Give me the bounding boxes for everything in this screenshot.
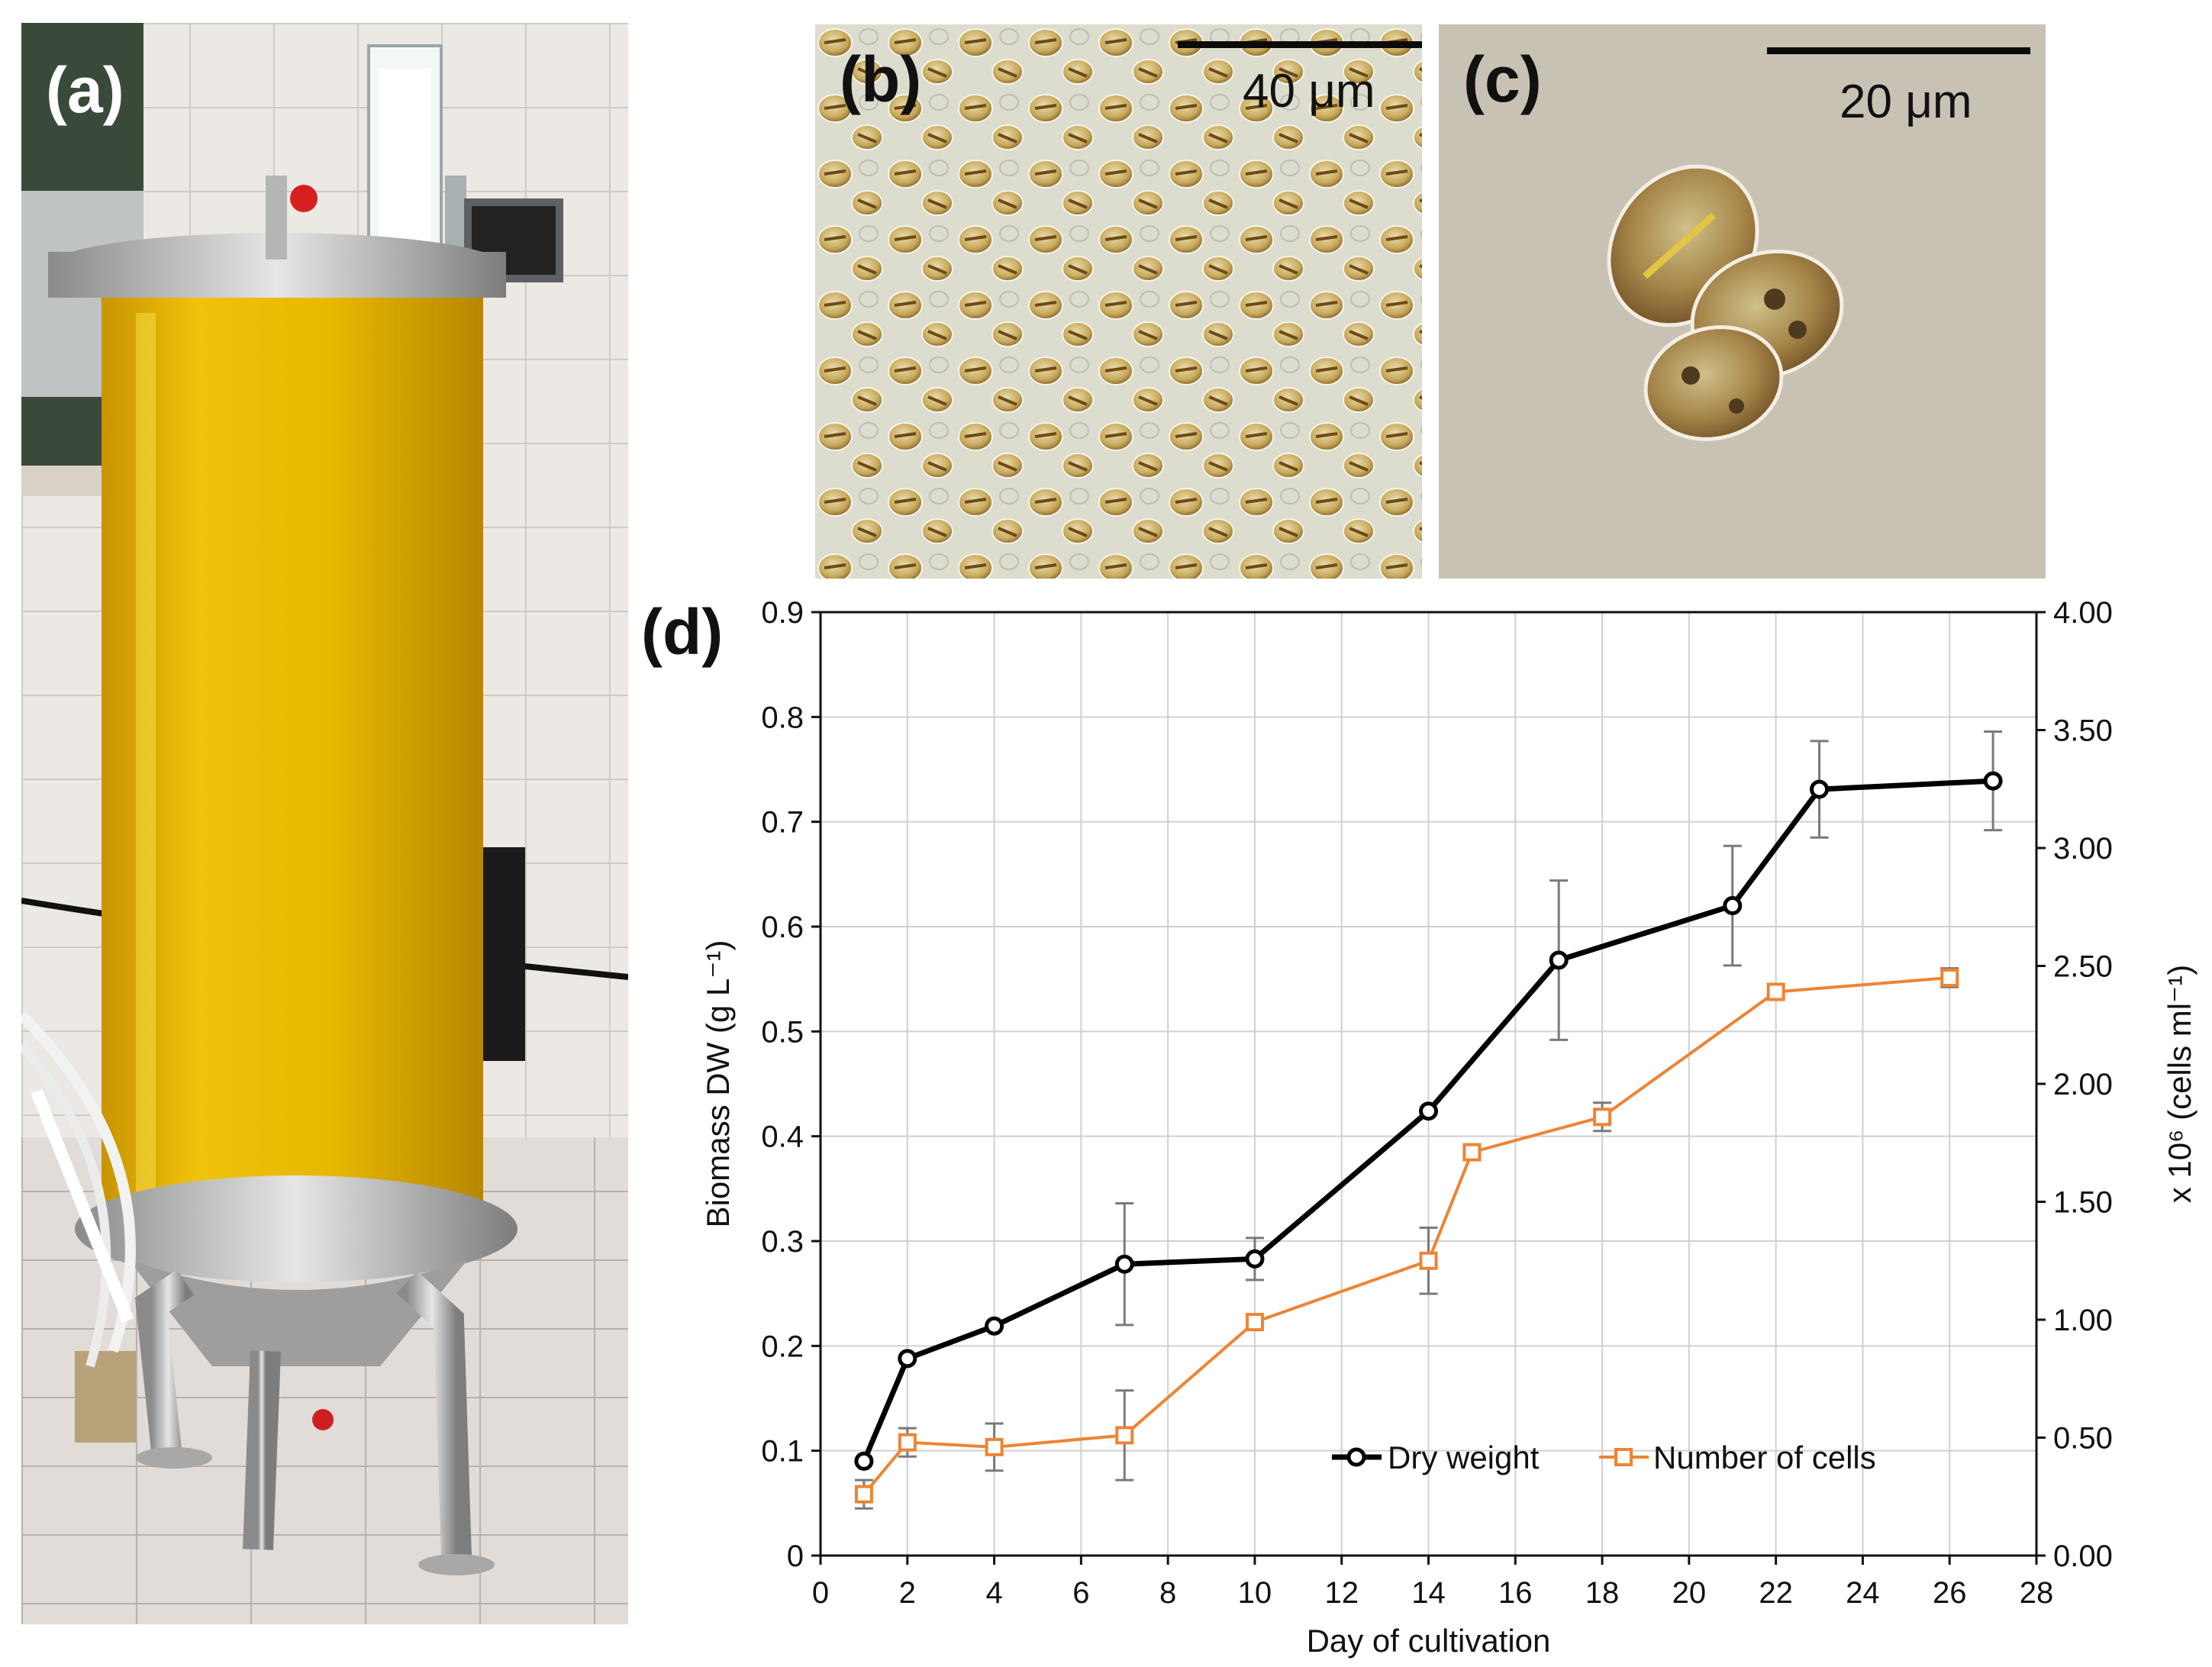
data-point (1114, 1254, 1134, 1274)
scale-bar-c (1767, 47, 2030, 54)
y-tick-label: 0.2 (761, 1330, 804, 1363)
legend-label-dry-weight: Dry weight (1388, 1440, 1540, 1475)
x-tick-label: 4 (985, 1576, 1002, 1610)
data-point (898, 1433, 917, 1452)
data-point (898, 1349, 917, 1369)
scale-label-c: 20 μm (1840, 76, 1972, 128)
legend-marker-dry-weight (1346, 1447, 1366, 1467)
y-right-tick-label: 3.00 (2053, 832, 2113, 866)
x-tick-label: 18 (1585, 1576, 1620, 1610)
micrograph-b-illustration (815, 24, 1422, 579)
panel-label-a: (a) (46, 54, 124, 126)
data-point (1115, 1426, 1134, 1445)
y-tick-label: 0.3 (761, 1225, 804, 1259)
scale-label-b: 40 μm (1243, 65, 1375, 118)
x-tick-label: 14 (1411, 1576, 1446, 1610)
y-right-tick-label: 3.50 (2053, 714, 2113, 748)
y-tick-label: 0.5 (761, 1015, 804, 1049)
data-point (985, 1316, 1004, 1336)
chart-series (854, 730, 2003, 1510)
x-tick-label: 28 (2020, 1576, 2054, 1610)
y-tick-label: 0.6 (761, 911, 804, 944)
x-axis-title: Day of cultivation (1307, 1623, 1551, 1659)
y-right-tick-label: 2.50 (2053, 950, 2113, 984)
x-tick-label: 26 (1933, 1576, 1967, 1610)
y-right-tick-label: 4.00 (2053, 596, 2113, 630)
x-tick-label: 6 (1072, 1576, 1089, 1610)
micrograph-cells-20um: (c) 20 μm (1439, 24, 2046, 579)
chart-gridlines (820, 611, 2037, 1556)
x-tick-label: 20 (1672, 1576, 1707, 1610)
data-point (1810, 779, 1830, 799)
photo-photobioreactor: (a) (21, 23, 628, 1624)
series-dry-weight (854, 730, 2003, 1471)
data-point (1419, 1251, 1438, 1270)
y-tick-label: 0.9 (761, 596, 804, 630)
y-tick-label: 0.4 (761, 1120, 804, 1154)
x-tick-label: 16 (1498, 1576, 1533, 1610)
panel-label-c: (c) (1463, 44, 1542, 115)
data-point (985, 1437, 1004, 1456)
y-tick-label: 0.7 (761, 806, 804, 840)
data-point (1723, 896, 1743, 916)
x-tick-label: 24 (1846, 1576, 1880, 1610)
data-point (854, 1451, 874, 1471)
micrograph-c-illustration (1439, 24, 2046, 579)
x-tick-label: 22 (1759, 1576, 1793, 1610)
legend-label-number-of-cells: Number of cells (1653, 1440, 1876, 1475)
y-tick-label: 0 (787, 1540, 804, 1573)
x-tick-label: 12 (1324, 1576, 1359, 1610)
series-line (861, 778, 1994, 1462)
panel-label-d: (d) (641, 596, 724, 668)
panel-label-b: (b) (840, 44, 922, 115)
data-point (1593, 1108, 1612, 1127)
y-right-tick-label: 1.00 (2053, 1304, 2113, 1337)
y-right-tick-label: 0.00 (2053, 1540, 2113, 1573)
scale-bar-b (1178, 41, 1422, 48)
y-tick-label: 0.8 (761, 701, 804, 734)
y-axis-title: Biomass DW (g L⁻¹) (700, 940, 736, 1228)
micrograph-cells-40um: (b) 40 μm (815, 24, 1422, 579)
y-right-tick-label: 1.50 (2053, 1186, 2113, 1220)
series-number-of-cells (854, 967, 1959, 1510)
y-tick-label: 0.1 (761, 1435, 804, 1469)
x-tick-label: 0 (812, 1576, 829, 1610)
photobioreactor-illustration (21, 23, 628, 1624)
series-line (863, 975, 1950, 1495)
data-point (1549, 950, 1569, 970)
x-tick-label: 2 (899, 1576, 916, 1610)
y-right-tick-label: 2.00 (2053, 1068, 2113, 1101)
data-point (854, 1485, 873, 1504)
data-point (1940, 968, 1959, 987)
chart-legend: Dry weight Number of cells (1332, 1440, 1876, 1475)
x-tick-label: 8 (1159, 1576, 1176, 1610)
data-point (1245, 1249, 1265, 1269)
data-point (1983, 771, 2003, 791)
y-right-axis-title: x 10⁶ (cells ml⁻¹) (2162, 965, 2197, 1203)
data-point (1462, 1143, 1482, 1162)
legend-marker-number-of-cells (1614, 1448, 1633, 1466)
chart-axes: 0 2 4 6 8 10 12 14 16 18 20 22 24 26 2800.10.20.30.40.… (700, 596, 2197, 1659)
data-point (1419, 1101, 1438, 1121)
y-right-tick-label: 0.50 (2053, 1422, 2113, 1456)
x-tick-label: 10 (1238, 1576, 1272, 1610)
data-point (1245, 1313, 1264, 1332)
data-point (1766, 982, 1785, 1001)
